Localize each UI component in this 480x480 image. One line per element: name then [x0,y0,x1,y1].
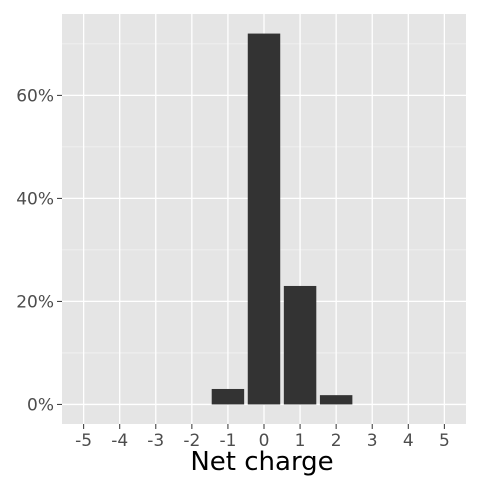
y-tick-label: 40% [16,189,54,209]
y-axis-ticks [57,94,62,405]
bars [211,33,353,405]
y-tick-label: 60% [16,86,54,106]
x-tick-label: -3 [147,431,164,451]
x-tick-label: 2 [331,431,342,451]
x-axis-tick-labels: -5 -4 -3 -2 -1 0 1 2 3 4 5 [75,431,450,451]
x-tick-label: 0 [259,431,270,451]
y-tick-label: 0% [27,395,54,415]
bar [283,285,317,405]
y-tick-label: 20% [16,292,54,312]
x-tick-label: 5 [439,431,450,451]
x-tick-label: -2 [183,431,200,451]
x-tick-label: -1 [219,431,236,451]
x-axis-ticks [83,424,445,429]
x-tick-label: 1 [295,431,306,451]
x-tick-label: 3 [367,431,378,451]
x-tick-label: 4 [403,431,414,451]
bar [211,388,245,405]
x-tick-label: -5 [75,431,92,451]
y-axis-tick-labels: 0% 20% 40% 60% [16,86,54,415]
bar [247,33,281,405]
x-tick-label: -4 [111,431,128,451]
bar [319,395,353,405]
x-axis-title: Net charge [190,447,333,477]
